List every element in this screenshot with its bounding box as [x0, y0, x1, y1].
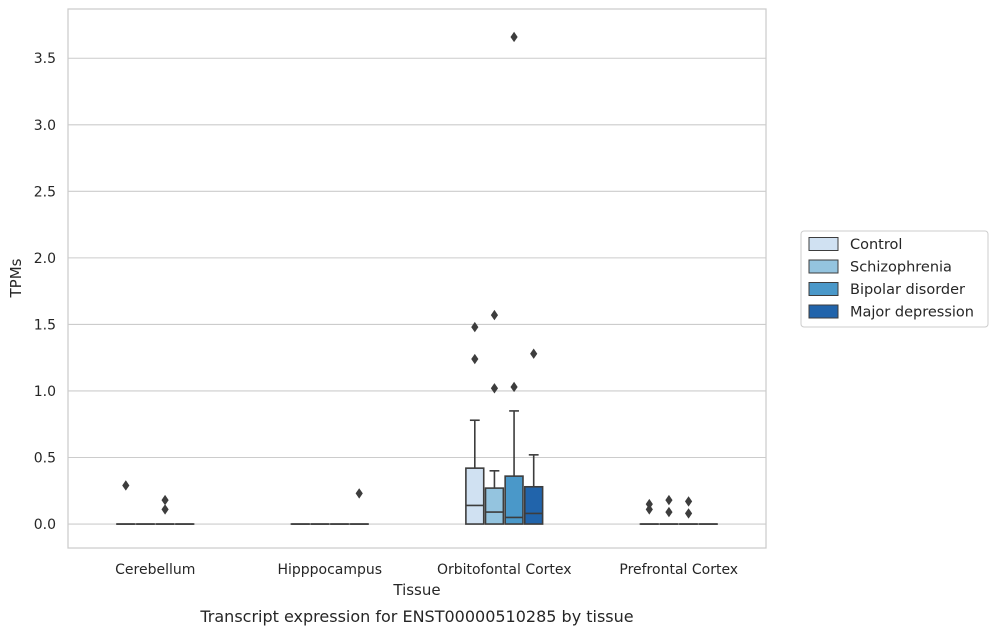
y-tick-label: 2.0: [34, 251, 56, 267]
plot-area-frame: [67, 8, 767, 549]
box-control: [639, 498, 660, 525]
outlier-point: [645, 498, 653, 510]
outlier-point: [161, 494, 169, 506]
outlier-point: [530, 348, 538, 359]
box-body: [523, 485, 544, 525]
outlier-point: [510, 31, 518, 43]
x-tick-label: Hipppocampus: [277, 562, 382, 578]
y-tick-label: 1.0: [34, 384, 56, 400]
outlier-point: [684, 496, 693, 507]
outlier-point: [471, 321, 479, 333]
legend-swatch: [808, 259, 839, 274]
outlier-point: [161, 504, 169, 515]
y-tick-labels: 0.0 0.5 1.0 1.5 2.0 2.5 3.0 3.5: [34, 51, 56, 533]
y-tick-label: 3.0: [34, 118, 56, 134]
y-gridlines: [68, 57, 766, 525]
legend-swatch: [808, 282, 839, 296]
legend-label: Control: [850, 237, 902, 253]
outlier-point: [645, 504, 653, 515]
outlier-point: [490, 309, 499, 321]
y-tick-label: 0.5: [34, 451, 56, 467]
x-tick-label: Prefrontal Cortex: [619, 562, 738, 578]
box-series: [116, 31, 718, 525]
box-major-depression: [349, 488, 369, 525]
outlier-point: [471, 353, 479, 365]
legend-label: Major depression: [850, 305, 974, 321]
box-control: [116, 480, 136, 525]
chart-caption: Transcript expression for ENST0000051028…: [199, 607, 633, 626]
box-bipolar-disorder: [678, 496, 699, 525]
box-body: [465, 467, 485, 525]
y-axis-title: TPMs: [7, 258, 25, 298]
box-body: [484, 487, 505, 525]
y-tick-label: 0.0: [34, 517, 56, 533]
outlier-point: [665, 494, 673, 506]
legend-swatch: [808, 237, 839, 251]
legend: Control Schizophrenia Bipolar disorder Majo…: [800, 230, 989, 328]
legend-label: Bipolar disorder: [850, 282, 965, 298]
outlier-point: [510, 381, 518, 393]
legend-swatch: [808, 304, 839, 319]
outlier-point: [684, 508, 693, 519]
x-tick-label: Orbitofontal Cortex: [437, 562, 572, 578]
box-schizophrenia: [484, 309, 505, 525]
x-tick-labels: Cerebellum Hipppocampus Orbitofontal Corte…: [115, 562, 738, 578]
x-tick-label: Cerebellum: [115, 562, 195, 578]
box-bipolar-disorder: [155, 494, 175, 525]
y-tick-label: 1.5: [34, 317, 56, 333]
outlier-point: [355, 488, 363, 499]
box-schizophrenia: [659, 494, 679, 525]
box-control: [465, 321, 485, 525]
box-bipolar-disorder: [504, 31, 524, 525]
outlier-point: [490, 383, 499, 394]
legend-frame: [800, 230, 989, 328]
x-axis-title: Tissue: [392, 581, 440, 599]
outlier-point: [665, 506, 673, 518]
box-major-depression: [523, 348, 544, 525]
y-tick-label: 2.5: [34, 184, 56, 200]
y-tick-label: 3.5: [34, 51, 56, 67]
outlier-point: [122, 480, 130, 491]
legend-label: Schizophrenia: [850, 260, 952, 276]
